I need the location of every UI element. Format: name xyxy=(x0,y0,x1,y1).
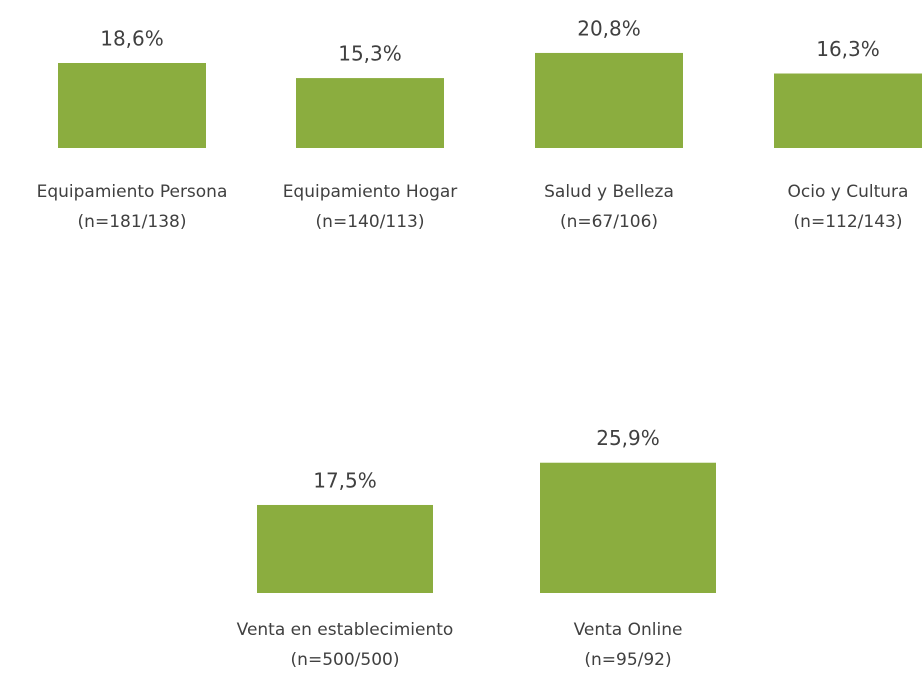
bar xyxy=(257,504,433,593)
sample-label: (n=95/92) xyxy=(584,650,671,670)
x-tick-label: Salud y Belleza xyxy=(544,182,674,202)
sample-label: (n=112/143) xyxy=(794,212,903,232)
bar xyxy=(774,73,922,148)
data-label: 20,8% xyxy=(577,16,641,40)
data-label: 17,5% xyxy=(313,468,377,492)
bar xyxy=(535,52,683,148)
data-label: 16,3% xyxy=(816,37,880,61)
x-tick-label: Venta en establecimiento xyxy=(237,620,454,640)
data-label: 18,6% xyxy=(100,26,164,50)
bar xyxy=(296,78,444,148)
sample-label: (n=140/113) xyxy=(316,212,425,232)
x-tick-label: Equipamiento Hogar xyxy=(283,182,458,202)
sample-label: (n=67/106) xyxy=(560,212,658,232)
x-tick-label: Venta Online xyxy=(574,620,683,640)
data-label: 15,3% xyxy=(338,42,402,66)
bar xyxy=(540,462,716,593)
sample-label: (n=181/138) xyxy=(78,212,187,232)
x-tick-label: Equipamiento Persona xyxy=(37,182,228,202)
bar xyxy=(58,62,206,148)
data-label: 25,9% xyxy=(596,426,660,450)
x-tick-label: Ocio y Cultura xyxy=(788,182,909,202)
sample-label: (n=500/500) xyxy=(291,650,400,670)
